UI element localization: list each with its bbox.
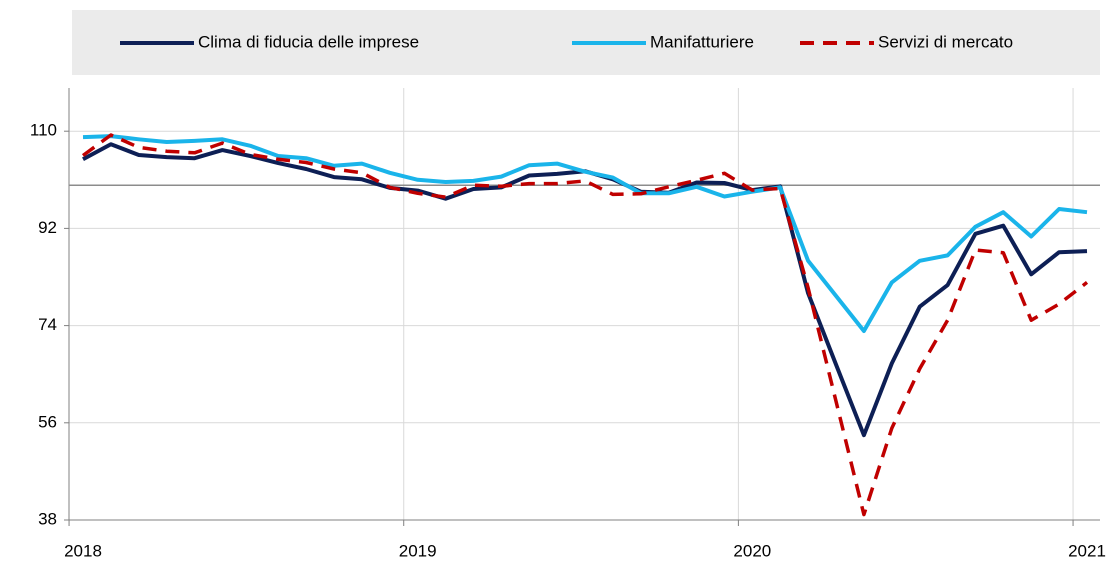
legend-label: Servizi di mercato [878, 32, 1013, 51]
series-line [82, 134, 1088, 333]
x-tick-label: 2021 [1068, 541, 1106, 560]
y-tick-label: 110 [30, 121, 57, 140]
legend: Clima di fiducia delle imprese Manifattur… [120, 32, 1013, 51]
y-tick-label: 38 [38, 509, 57, 528]
grid: 38 56 74 92 110 2018 2019 2020 2021 [30, 88, 1106, 560]
y-tick-label: 74 [38, 315, 57, 334]
series-line [82, 142, 1088, 438]
series-line [81, 133, 1089, 517]
plot [81, 133, 1089, 517]
x-tick-label: 2018 [64, 541, 102, 560]
y-tick-label: 92 [38, 218, 57, 237]
legend-label: Clima di fiducia delle imprese [198, 32, 419, 51]
x-tick-label: 2020 [733, 541, 771, 560]
x-tick-label: 2019 [399, 541, 437, 560]
legend-label: Manifatturiere [650, 32, 754, 51]
y-tick-label: 56 [38, 412, 57, 431]
